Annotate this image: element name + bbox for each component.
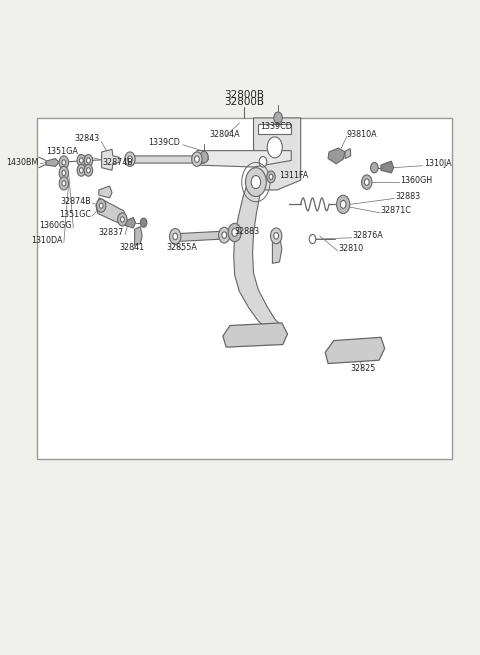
Circle shape	[222, 232, 227, 238]
Polygon shape	[129, 156, 209, 163]
Circle shape	[59, 177, 69, 190]
Circle shape	[62, 181, 66, 186]
Text: 32825: 32825	[350, 364, 376, 373]
Text: 32843: 32843	[74, 134, 100, 143]
Text: 1339CD: 1339CD	[260, 122, 292, 131]
Circle shape	[84, 155, 93, 166]
Circle shape	[269, 174, 273, 179]
Circle shape	[62, 160, 66, 165]
Text: 1310JA: 1310JA	[424, 159, 452, 168]
Circle shape	[194, 156, 199, 162]
Circle shape	[274, 233, 278, 239]
Text: 32810: 32810	[338, 244, 363, 253]
Text: 1310DA: 1310DA	[31, 236, 62, 245]
Circle shape	[192, 152, 202, 166]
Text: 1360GG: 1360GG	[39, 221, 72, 231]
Circle shape	[59, 166, 69, 179]
Circle shape	[96, 199, 106, 212]
Polygon shape	[234, 179, 281, 328]
Text: 32874B: 32874B	[60, 197, 91, 206]
Circle shape	[169, 229, 181, 244]
Polygon shape	[173, 231, 226, 242]
Text: 32874B: 32874B	[102, 158, 133, 167]
Polygon shape	[345, 149, 351, 159]
Circle shape	[86, 158, 90, 163]
Circle shape	[120, 217, 124, 222]
Text: 32876A: 32876A	[353, 231, 384, 240]
Circle shape	[274, 112, 282, 124]
Text: 1311FA: 1311FA	[279, 171, 309, 180]
Text: 32855A: 32855A	[167, 243, 197, 252]
Text: 32871C: 32871C	[381, 206, 412, 215]
Text: 32837: 32837	[98, 228, 123, 237]
Text: 32800B: 32800B	[224, 90, 264, 100]
Polygon shape	[102, 149, 119, 170]
Text: 32804A: 32804A	[210, 130, 240, 139]
Circle shape	[245, 168, 266, 196]
Circle shape	[125, 152, 135, 166]
Circle shape	[251, 176, 261, 189]
Polygon shape	[96, 198, 126, 225]
Text: 93810A: 93810A	[346, 130, 377, 139]
Circle shape	[336, 195, 350, 214]
Polygon shape	[273, 236, 282, 263]
Circle shape	[340, 200, 346, 208]
Circle shape	[84, 164, 93, 176]
Text: 32883: 32883	[395, 192, 420, 201]
Polygon shape	[328, 148, 345, 164]
Circle shape	[218, 227, 230, 243]
Polygon shape	[223, 323, 288, 347]
Circle shape	[259, 157, 267, 167]
Circle shape	[309, 234, 316, 244]
Circle shape	[77, 164, 85, 176]
Circle shape	[371, 162, 378, 173]
Circle shape	[62, 170, 66, 176]
Circle shape	[267, 137, 282, 158]
Polygon shape	[258, 124, 291, 134]
Circle shape	[79, 168, 83, 173]
Circle shape	[140, 218, 147, 227]
Circle shape	[364, 179, 369, 185]
Circle shape	[128, 156, 132, 162]
Text: 1360GH: 1360GH	[400, 176, 432, 185]
Polygon shape	[325, 337, 384, 364]
FancyBboxPatch shape	[36, 118, 452, 458]
Polygon shape	[197, 151, 291, 167]
Circle shape	[79, 158, 83, 163]
Text: 1351GA: 1351GA	[46, 147, 78, 157]
Polygon shape	[99, 186, 112, 198]
Polygon shape	[125, 217, 135, 228]
Circle shape	[228, 223, 241, 242]
Text: 1430BM: 1430BM	[7, 158, 39, 167]
Polygon shape	[134, 227, 142, 245]
Text: 32841: 32841	[120, 243, 145, 252]
Circle shape	[77, 155, 85, 166]
Circle shape	[361, 175, 372, 189]
Text: 32883: 32883	[235, 227, 260, 236]
Text: 32800B: 32800B	[224, 96, 264, 107]
Text: 1339CD: 1339CD	[148, 138, 180, 147]
Polygon shape	[253, 118, 300, 190]
Circle shape	[200, 151, 208, 163]
Circle shape	[59, 156, 69, 169]
Circle shape	[267, 171, 275, 183]
Circle shape	[118, 213, 127, 226]
Circle shape	[173, 233, 178, 240]
Polygon shape	[381, 161, 394, 173]
Circle shape	[232, 229, 238, 236]
Polygon shape	[46, 159, 59, 166]
Circle shape	[271, 228, 282, 244]
Circle shape	[86, 168, 90, 173]
Circle shape	[99, 203, 103, 208]
Text: 1351GC: 1351GC	[59, 210, 91, 219]
